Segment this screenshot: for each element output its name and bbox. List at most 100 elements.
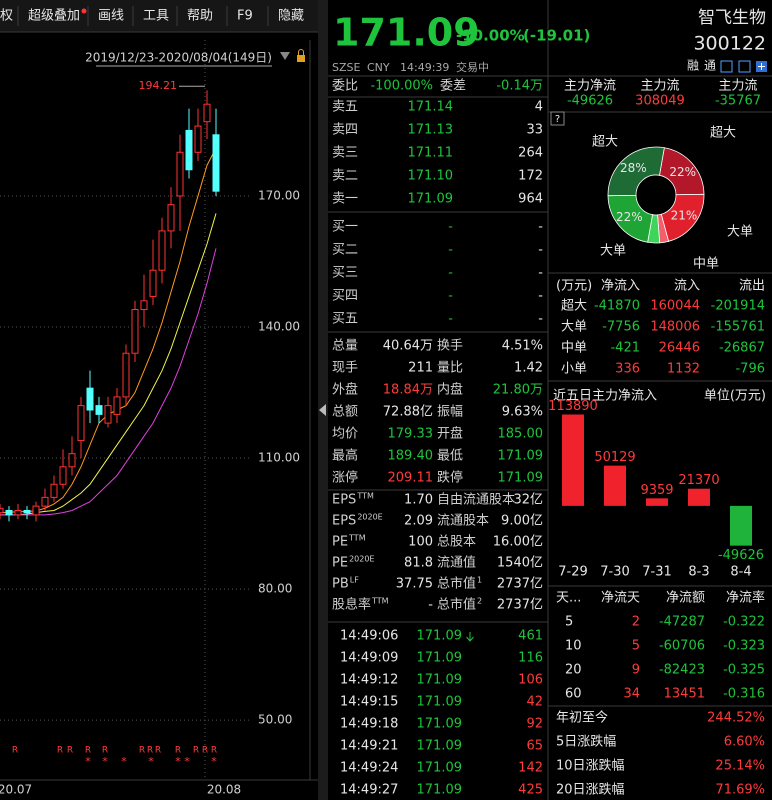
fund-label-sup: TTM [348,534,366,543]
star-marker: * [148,755,154,768]
stat-label: 外盘 [332,382,358,398]
book-price: - [448,289,453,304]
fund-value: 16.00亿 [493,535,543,550]
book-price: - [448,312,453,327]
bar [730,505,752,546]
bar-value-label: 9359 [640,483,673,498]
flow-table-cell: 小单 [561,362,587,377]
toolbar-item[interactable]: 隐藏 [278,9,304,24]
candle-body [86,387,94,411]
candle-body [32,505,40,516]
book-volume: - [538,243,543,258]
bar-chart-title: 近五日主力净流入 [553,389,657,404]
flow-table-cell: 1132 [667,362,700,377]
badge[interactable]: 融 [687,59,699,73]
stat-label: 内盘 [437,382,463,398]
fund-label-sup: 2 [477,597,482,606]
star-marker: * [121,755,127,768]
fund-label-sup: TTM [356,492,374,501]
days-table-cell: -0.323 [723,639,765,654]
lock-icon[interactable] [297,55,305,62]
flow-table-cell: -155761 [711,320,765,335]
help-icon[interactable] [550,111,565,126]
star-marker: * [211,755,217,768]
r-marker: R [211,746,217,756]
flow-header: 主力流 [718,79,757,94]
range-dropdown[interactable] [280,52,290,60]
r-marker: R [202,746,208,756]
trade-volume: 142 [518,761,543,776]
perf-value: 25.14% [715,759,765,774]
trade-price: 171.09 [417,651,463,666]
book-label: 卖四 [332,123,358,138]
days-table-header: 净流率 [726,590,765,606]
r-marker: R [85,746,91,756]
quote-currency: CNY [367,61,390,74]
toolbar-item[interactable]: F9 [237,9,253,24]
fund-label: 总市值 [437,597,476,613]
book-price: 171.09 [408,192,454,207]
trade-volume: 42 [526,695,543,710]
candle-body [14,509,22,516]
price: 171.09 [333,11,480,55]
candle-body [68,453,76,468]
toolbar-item[interactable]: 超级叠加 [28,9,80,24]
flow-table-cell: -421 [610,341,640,356]
stat-label: 总额 [332,405,358,420]
toolbar-item[interactable]: 画线 [98,9,124,24]
stat-value: 171.09 [498,449,544,464]
days-table-header: 净流额 [666,591,705,606]
edit-icon[interactable] [720,60,733,73]
y-tick-label: 170.00 [258,188,300,202]
date-range[interactable]: 2019/12/23-2020/08/04(149日) [85,51,272,65]
book-volume: - [538,220,543,235]
fund-label: 自由流通股本 [437,493,515,508]
x-tick-label: 20.07 [0,783,32,797]
fund-label-sup: TTM [371,597,389,606]
toolbar-item[interactable]: 工具 [143,9,169,24]
trade-volume: 461 [518,629,543,644]
toolbar-item[interactable]: 权 [0,8,13,24]
lock-shackle [298,49,304,55]
stat-label: 换手 [437,339,463,354]
bar [646,498,668,506]
days-table-cell: -82423 [659,663,705,678]
candle-body [0,507,4,514]
window-icon[interactable] [738,60,751,73]
book-volume: 172 [518,169,543,184]
slice-value-label: 21% [671,209,698,223]
r-marker: R [147,746,153,756]
candle-body [50,483,58,498]
toolbar-item[interactable]: 帮助 [187,9,213,24]
bar-value-label: -49626 [718,548,764,563]
book-price: 171.13 [408,123,454,138]
days-table-cell: 9 [632,663,640,678]
badge[interactable]: 通 [704,59,716,73]
divider[interactable] [318,0,328,800]
help-glyph[interactable]: ? [555,114,560,125]
collapse-arrow[interactable] [319,404,326,416]
flow-table-cell: -7756 [602,320,640,335]
r-marker: R [102,746,108,756]
fund-label: EPS [332,514,356,529]
fund-value: 2.09 [404,514,433,529]
days-table-cell: 2 [632,615,640,630]
trade-time: 14:49:24 [340,761,398,776]
stat-value: 21.80万 [493,383,543,398]
candle-body [203,103,211,123]
row-label: 委差 [440,79,466,94]
fund-label-sup: 2020E [349,555,374,564]
slice-label: 超大 [592,135,618,150]
flow-table-cell: 中单 [561,341,587,356]
book-price: - [448,243,453,258]
candle-body [122,352,130,398]
flow-table-cell: 26446 [659,341,700,356]
candle-body [95,405,103,415]
flow-table-cell: -26867 [719,341,765,356]
trade-price: 171.09 [417,695,463,710]
trade-price: 171.09 [417,717,463,732]
stock-name: 智飞生物 [698,8,766,28]
book-label: 买三 [332,266,358,281]
book-label: 卖五 [332,100,358,115]
perf-value: 6.60% [724,735,765,750]
